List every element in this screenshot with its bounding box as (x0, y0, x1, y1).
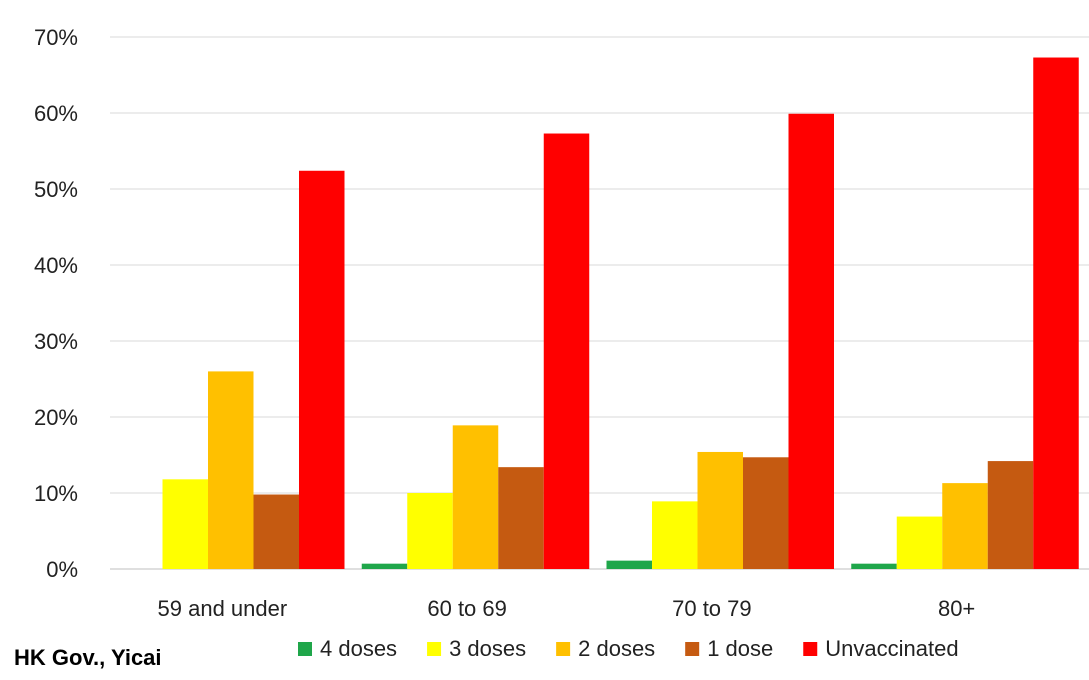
legend-swatch (803, 642, 818, 656)
bar (299, 170, 345, 569)
y-tick-label: 10% (34, 481, 78, 506)
bar (498, 467, 544, 569)
source-label: HK Gov., Yicai (14, 645, 162, 670)
bar (942, 483, 988, 569)
x-tick-label: 70 to 79 (672, 596, 752, 621)
bar (652, 501, 698, 569)
y-tick-label: 20% (34, 405, 78, 430)
bar (987, 461, 1034, 569)
legend-label: 4 doses (320, 636, 397, 661)
bar (253, 494, 299, 569)
bar (208, 371, 254, 569)
legend-label: Unvaccinated (825, 636, 958, 661)
y-tick-label: 0% (46, 557, 78, 582)
legend-label: 3 doses (449, 636, 526, 661)
bar (543, 133, 590, 569)
bar (361, 563, 408, 569)
legend-swatch (556, 642, 571, 656)
x-tick-label: 80+ (938, 596, 975, 621)
y-tick-label: 60% (34, 101, 78, 126)
legend-swatch (685, 642, 700, 656)
y-tick-label: 70% (34, 25, 78, 50)
legend-swatch (298, 642, 312, 656)
bar (606, 560, 652, 569)
bar (1033, 57, 1079, 570)
y-tick-label: 30% (34, 329, 78, 354)
bar (743, 457, 789, 569)
bar (851, 563, 897, 569)
bar (407, 493, 453, 569)
bar (162, 479, 208, 569)
bar (452, 425, 499, 569)
bar (697, 451, 743, 569)
bar (896, 516, 943, 569)
y-tick-label: 50% (34, 177, 78, 202)
x-tick-label: 60 to 69 (427, 596, 507, 621)
legend-swatch (427, 642, 442, 656)
x-tick-label: 59 and under (158, 596, 288, 621)
legend-label: 1 dose (707, 636, 773, 661)
y-tick-label: 40% (34, 253, 78, 278)
bar (788, 113, 834, 569)
legend-label: 2 doses (578, 636, 655, 661)
